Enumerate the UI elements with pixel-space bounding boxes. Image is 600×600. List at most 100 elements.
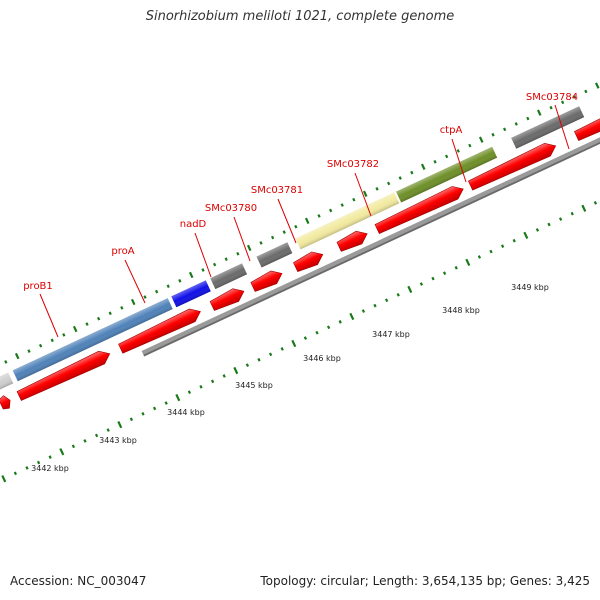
tick-mark	[270, 235, 275, 240]
cds-arrows	[0, 98, 600, 411]
tick-mark	[106, 428, 110, 432]
tick-mark	[117, 421, 123, 429]
tick-mark	[352, 197, 356, 202]
gene-label[interactable]: SMc03784	[526, 92, 578, 103]
tick-mark	[570, 211, 574, 216]
gene-bar-shading	[210, 263, 248, 290]
tick-mark	[282, 230, 286, 234]
tick-mark	[245, 363, 250, 367]
tick-mark	[303, 336, 308, 340]
gene-bar-shading	[0, 372, 14, 399]
gene-label[interactable]: proA	[111, 246, 134, 257]
tick-mark	[175, 393, 181, 402]
tick-mark	[317, 214, 321, 218]
tick-mark	[572, 95, 576, 99]
gene-label[interactable]: proB1	[23, 281, 53, 292]
tick-mark	[431, 276, 435, 281]
genome-summary: Topology: circular; Length: 3,654,135 bp…	[260, 574, 590, 588]
tick-mark	[512, 238, 516, 243]
gene-label[interactable]: SMc03782	[327, 159, 379, 170]
tick-mark	[188, 271, 194, 279]
tick-mark	[164, 401, 168, 405]
cds-arrow[interactable]	[574, 98, 600, 142]
tick-mark	[442, 271, 447, 276]
gene-label-leader	[554, 104, 570, 150]
tick-mark	[338, 320, 342, 324]
gene-label-leader	[39, 293, 59, 338]
tick-mark	[48, 455, 52, 459]
tick-mark	[329, 208, 333, 213]
tick-mark	[375, 187, 379, 191]
tick-mark	[478, 136, 484, 143]
cds-arrow[interactable]	[293, 248, 326, 273]
tick-mark	[143, 295, 147, 299]
scale-label: 3447 kbp	[372, 330, 410, 339]
scale-label: 3445 kbp	[235, 381, 273, 390]
cds-arrow[interactable]	[250, 267, 285, 293]
tick-mark	[349, 312, 355, 321]
gene-label-leader	[451, 138, 467, 183]
gene-label-leader	[354, 172, 372, 217]
tick-mark	[38, 343, 43, 348]
tick-mark	[581, 204, 587, 212]
tick-mark	[94, 433, 99, 438]
tick-mark	[212, 262, 217, 267]
tick-mark	[549, 105, 553, 110]
tick-mark	[547, 222, 551, 227]
tick-mark	[178, 278, 182, 283]
tick-mark	[477, 255, 482, 259]
tick-mark	[59, 448, 65, 456]
scale-label: 3449 kbp	[511, 283, 549, 292]
cds-arrow[interactable]	[209, 285, 247, 312]
tick-mark	[50, 338, 54, 343]
tick-mark	[13, 471, 18, 476]
tick-mark	[326, 325, 331, 330]
tick-mark	[503, 127, 507, 132]
gene-bar-shading	[12, 298, 173, 382]
tick-mark	[398, 176, 402, 180]
gene-bar-shading	[295, 192, 400, 250]
cds-arrow[interactable]	[467, 139, 559, 191]
scale-label: 3448 kbp	[442, 306, 480, 315]
gene-label[interactable]: SMc03781	[251, 185, 303, 196]
gene-bar-shading	[256, 242, 293, 268]
cds-arrow[interactable]	[0, 394, 13, 411]
tick-mark	[187, 390, 192, 395]
tick-mark	[433, 159, 437, 164]
tick-mark	[236, 251, 240, 256]
tick-mark	[71, 444, 76, 449]
gene-bar-shading	[396, 146, 498, 203]
tick-mark	[500, 244, 505, 248]
gene-label-leader	[233, 216, 251, 262]
tick-mark	[419, 282, 424, 286]
tick-mark	[246, 244, 252, 252]
cds-arrow[interactable]	[336, 227, 370, 253]
tick-mark	[304, 217, 310, 225]
gene-label[interactable]: nadD	[180, 219, 207, 230]
tick-mark	[280, 347, 284, 351]
gene-label[interactable]: SMc03780	[205, 203, 257, 214]
gene-label[interactable]: ctpA	[440, 125, 463, 136]
map-title: Sinorhizobium meliloti 1021, complete ge…	[145, 9, 455, 24]
tick-mark	[166, 284, 170, 289]
scale-labels: 3442 kbp 3443 kbp 3444 kbp 3445 kbp 3446 kbp…	[31, 283, 549, 473]
scale-label: 3446 kbp	[303, 354, 341, 363]
tick-mark	[259, 241, 263, 245]
tick-mark	[268, 352, 273, 357]
cds-arrow[interactable]	[16, 347, 113, 402]
tick-mark	[291, 339, 297, 348]
tick-mark	[130, 298, 136, 306]
cds-arrow[interactable]	[374, 183, 466, 236]
tick-mark	[523, 231, 529, 239]
cds-arrow[interactable]	[118, 305, 204, 355]
tick-mark	[4, 360, 8, 364]
tick-mark	[491, 132, 495, 137]
tick-mark	[387, 181, 391, 186]
tick-mark	[294, 224, 298, 229]
scale-label: 3444 kbp	[167, 408, 205, 417]
tick-mark	[1, 475, 7, 483]
tick-mark	[489, 249, 493, 254]
tick-mark	[72, 325, 78, 333]
tick-mark	[396, 293, 400, 297]
